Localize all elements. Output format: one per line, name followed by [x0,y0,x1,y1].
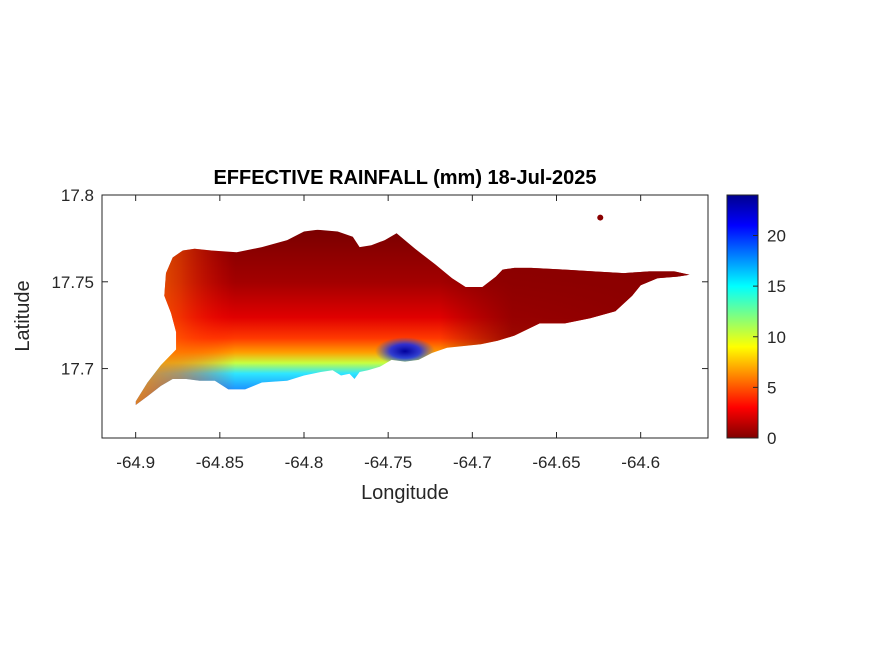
y-tick-label: 17.7 [61,360,94,379]
y-tick-label: 17.75 [51,273,94,292]
x-tick-label: -64.65 [532,453,580,472]
colorbar-tick-label: 15 [767,277,786,296]
colorbar-tick-label: 20 [767,227,786,246]
rainfall-peak [375,337,435,366]
y-axis-label: Latitude [12,280,34,351]
x-tick-label: -64.75 [364,453,412,472]
islet [597,214,604,221]
x-tick-label: -64.7 [453,453,492,472]
chart-title: EFFECTIVE RAINFALL (mm) 18-Jul-2025 [213,167,596,189]
y-axis-ticks: 17.7 17.75 17.8 [51,186,708,379]
colorbar-tick-label: 5 [767,378,776,397]
axes-frame [101,194,709,439]
colorbar: 0 5 10 15 20 [726,194,786,448]
colorbar-tick-label: 10 [767,328,786,347]
plot-area: -64.9 -64.85 -64.8 -64.75 -64.7 -64.65 -64.6 1… [51,186,709,472]
x-axis-ticks: -64.9 -64.85 -64.8 -64.75 -64.7 -64.65 -64.6 [116,195,660,472]
x-axis-label: Longitude [361,482,449,504]
y-tick-label: 17.8 [61,186,94,205]
colorbar-ticks: 0 5 10 15 20 [753,227,786,448]
x-tick-label: -64.9 [116,453,155,472]
x-tick-label: -64.85 [196,453,244,472]
x-tick-label: -64.8 [285,453,324,472]
colorbar-frame [726,194,759,439]
colorbar-gradient [727,195,758,438]
x-tick-label: -64.6 [621,453,660,472]
colorbar-tick-label: 0 [767,429,776,448]
